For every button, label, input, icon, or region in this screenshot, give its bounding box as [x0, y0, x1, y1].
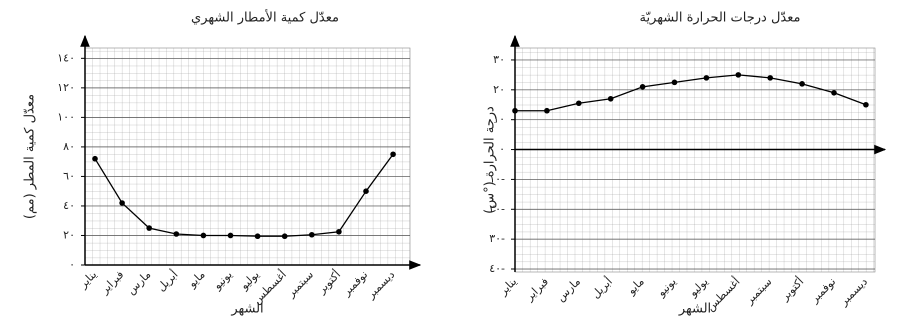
chart-title: معدّل كمية الأمطار الشهري	[191, 9, 339, 26]
y-axis-label: درجة الحرارة (°س)	[483, 106, 498, 214]
x-tick-label: أكتوبر	[777, 274, 806, 303]
x-axis-label: الشهر	[678, 302, 711, 317]
chart-title: معدّل درجات الحرارة الشهريّة	[640, 11, 801, 26]
data-point	[576, 100, 582, 107]
x-tick-label: مايو	[185, 268, 208, 291]
data-point	[671, 79, 678, 86]
y-tick-label: ٤٠	[63, 199, 75, 212]
data-point	[227, 232, 234, 239]
x-tick-label: يونيو	[210, 268, 235, 293]
x-tick-label: فبراير	[97, 268, 126, 297]
x-tick-label: أبريل	[588, 274, 615, 301]
x-tick-label: سبتمبر	[284, 268, 316, 300]
data-point	[200, 232, 207, 239]
y-tick-label: ٠	[499, 143, 505, 156]
data-point	[639, 84, 646, 90]
data-point	[119, 200, 125, 206]
data-point	[735, 72, 742, 78]
data-point	[336, 228, 342, 235]
data-point	[281, 233, 288, 240]
data-point	[309, 231, 315, 238]
x-tick-label: مارس	[554, 275, 583, 304]
x-tick-label: يونيو	[654, 275, 679, 300]
x-tick-label: أبريل	[154, 267, 181, 294]
data-point	[799, 81, 805, 87]
data-point	[146, 225, 152, 231]
data-point	[607, 95, 614, 102]
x-axis-label: الشهر	[230, 302, 263, 317]
x-tick-label: يناير	[496, 275, 519, 298]
data-point	[863, 101, 869, 108]
y-tick-label: ١٤٠	[57, 51, 75, 64]
y-tick-label: ٢٠-	[489, 202, 505, 215]
x-tick-label: نوفمبر	[807, 275, 838, 306]
x-tick-label: مايو	[624, 275, 647, 298]
y-tick-label: ٤٠-	[489, 262, 505, 275]
data-line	[515, 74, 867, 112]
y-tick-label: ٠	[69, 258, 75, 271]
x-tick-label: أغسطس	[703, 274, 742, 313]
x-tick-label: فبراير	[522, 275, 551, 304]
x-tick-label: أكتوبر	[314, 267, 343, 296]
plot-area	[84, 47, 411, 266]
x-tick-label: مارس	[124, 268, 153, 297]
y-tick-label: ٢٠	[493, 83, 505, 96]
data-point	[363, 188, 369, 194]
y-tick-label: ٨٠	[63, 140, 75, 153]
y-tick-label: ١٠-	[489, 172, 505, 185]
y-tick-label: ١٢٠	[57, 81, 75, 94]
x-tick-label: سبتمبر	[742, 275, 774, 307]
data-point	[512, 107, 518, 114]
data-point	[544, 107, 550, 114]
y-tick-label: ٢٠	[63, 228, 75, 241]
data-line	[94, 153, 394, 237]
data-point	[703, 75, 710, 81]
y-tick-label: ١٠	[493, 113, 505, 126]
x-tick-label: ديسمبر	[364, 268, 398, 302]
data-point	[92, 155, 98, 162]
x-tick-label: نوفمبر	[339, 268, 370, 299]
plot-area	[514, 47, 876, 273]
x-tick-label: يوليو	[686, 275, 711, 300]
y-tick-label: ١٠٠	[57, 110, 75, 123]
data-point	[390, 151, 396, 158]
x-tick-label: ديسمبر	[837, 275, 871, 309]
data-point	[831, 90, 837, 96]
data-point	[173, 231, 180, 237]
y-tick-label: ٣٠-	[489, 232, 505, 245]
data-point	[254, 233, 261, 240]
data-point	[767, 75, 773, 81]
x-tick-label: يناير	[76, 268, 99, 291]
y-tick-label: ٣٠	[493, 53, 505, 66]
y-tick-label: ٦٠	[63, 169, 75, 182]
y-axis-label: معدّل كمية المطر (مم)	[23, 94, 38, 219]
